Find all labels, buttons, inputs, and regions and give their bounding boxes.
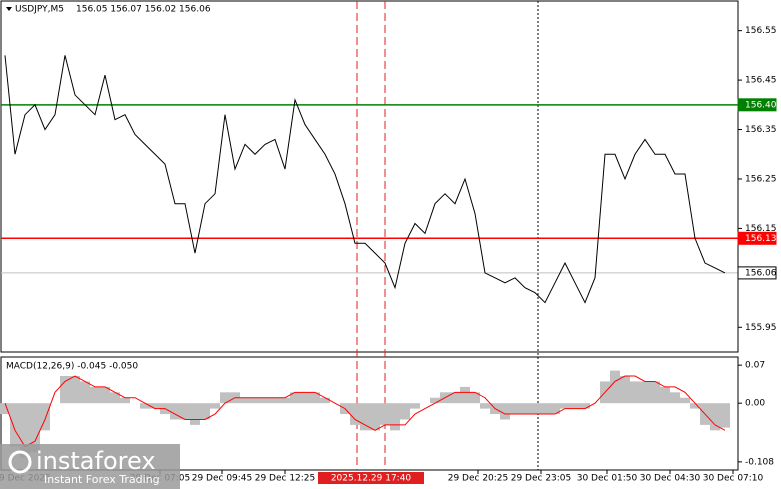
watermark: instaforex Instant Forex Trading <box>0 444 180 489</box>
histogram-bar <box>0 403 10 415</box>
histogram-bar <box>60 376 70 404</box>
y-tick-label: 156.45 <box>745 76 777 86</box>
x-tick-label: 29 Dec 09:45 <box>192 474 253 484</box>
histogram-bar <box>540 403 550 415</box>
histogram-bar <box>270 397 280 404</box>
histogram-bar <box>620 376 630 404</box>
histogram-bar <box>150 403 160 409</box>
level-label: 156.06 <box>745 268 777 278</box>
histogram-bar <box>530 403 540 415</box>
y-tick-label: 156.55 <box>745 26 777 36</box>
histogram-bar <box>450 392 460 404</box>
cursor-box <box>318 472 424 484</box>
histogram-bar <box>640 381 650 404</box>
histogram-bar <box>20 403 30 458</box>
histogram-bar <box>370 403 380 431</box>
level-box <box>737 231 777 245</box>
histogram-bar <box>180 403 190 420</box>
histogram-bar <box>120 397 130 404</box>
watermark-name: instaforex <box>36 447 156 475</box>
histogram-bar <box>350 403 360 425</box>
level-label: 156.40 <box>745 100 777 110</box>
histogram-bar <box>520 403 530 415</box>
histogram-bar <box>40 403 50 431</box>
histogram-bar <box>570 403 580 409</box>
histogram-bar <box>560 403 570 409</box>
histogram-bar <box>240 397 250 404</box>
histogram-bar <box>250 397 260 404</box>
histogram-bar <box>200 403 210 420</box>
histogram-bar <box>460 386 470 404</box>
cursor-label: 2025.12.29 17:40 <box>331 474 412 484</box>
price-line <box>4 55 726 304</box>
watermark-tagline: Instant Forex Trading <box>44 473 160 486</box>
x-tick-label: 30 Dec 01:50 <box>577 474 638 484</box>
histogram-bar <box>510 403 520 415</box>
histogram-bar <box>190 403 200 425</box>
y-tick-label: -0.108 <box>745 457 774 467</box>
histogram-bar <box>90 386 100 404</box>
histogram-bar <box>400 403 410 420</box>
histogram-bar <box>70 376 80 404</box>
level-box <box>737 266 777 280</box>
y-tick-label: 155.95 <box>745 323 777 333</box>
histogram-bar <box>210 403 220 409</box>
histogram-bar <box>650 381 660 404</box>
histogram-bar <box>660 386 670 404</box>
histogram-bar <box>140 403 150 409</box>
histogram-bar <box>10 403 20 447</box>
macd-title: MACD(12,26,9) -0.045 -0.050 <box>6 362 138 372</box>
histogram-bar <box>220 392 230 404</box>
watermark-logo <box>8 450 32 474</box>
histogram-bar <box>710 403 720 431</box>
histogram-bar <box>500 403 510 420</box>
x-tick-label: 29 Dec 23:05 <box>511 474 572 484</box>
histogram-bar <box>630 381 640 404</box>
histogram-bar <box>30 403 40 453</box>
x-tick-label: 29 Dec 12:25 <box>255 474 316 484</box>
histogram-bar <box>690 403 700 409</box>
ohlc: 156.05 156.07 156.02 156.06 <box>76 5 211 15</box>
level-label: 156.13 <box>745 234 777 244</box>
histogram-bar <box>610 370 620 404</box>
y-tick-label: 0.07 <box>745 361 765 371</box>
histogram-bar <box>300 392 310 404</box>
y-tick-label: 156.15 <box>745 224 777 234</box>
histogram-bar <box>480 403 490 409</box>
histogram-bar <box>470 392 480 404</box>
x-tick-label: 30 Dec 07:10 <box>703 474 764 484</box>
histogram-bar <box>80 381 90 404</box>
histogram-bar <box>380 403 390 425</box>
histogram-bar <box>320 397 330 404</box>
histogram-bar <box>100 386 110 404</box>
level-box <box>737 98 777 112</box>
y-tick-label: 156.35 <box>745 125 777 135</box>
histogram-bar <box>310 392 320 404</box>
histogram-bar <box>430 397 440 404</box>
y-tick-label: 156.25 <box>745 174 777 184</box>
histogram-bar <box>680 397 690 404</box>
symbol-title: USDJPY,M5 <box>15 5 64 15</box>
histogram-bar <box>410 403 420 409</box>
histogram-bar <box>580 403 590 409</box>
histogram-bar <box>390 403 400 431</box>
x-tick-label: 30 Dec 04:30 <box>640 474 701 484</box>
y-tick-label: 0.00 <box>745 399 765 409</box>
histogram-bar <box>670 392 680 404</box>
histogram-bar <box>260 397 270 404</box>
histogram-bar <box>290 392 300 404</box>
histogram-bar <box>550 403 560 415</box>
x-tick-label: 29 Dec 20:25 <box>448 474 509 484</box>
price-panel <box>0 0 739 353</box>
histogram-bar <box>360 403 370 431</box>
symbol-arrow <box>6 7 12 11</box>
histogram-bar <box>280 397 290 404</box>
histogram-bar <box>720 403 730 428</box>
signal-line <box>4 375 726 448</box>
histogram-bar <box>170 403 180 420</box>
histogram-bar <box>110 392 120 404</box>
